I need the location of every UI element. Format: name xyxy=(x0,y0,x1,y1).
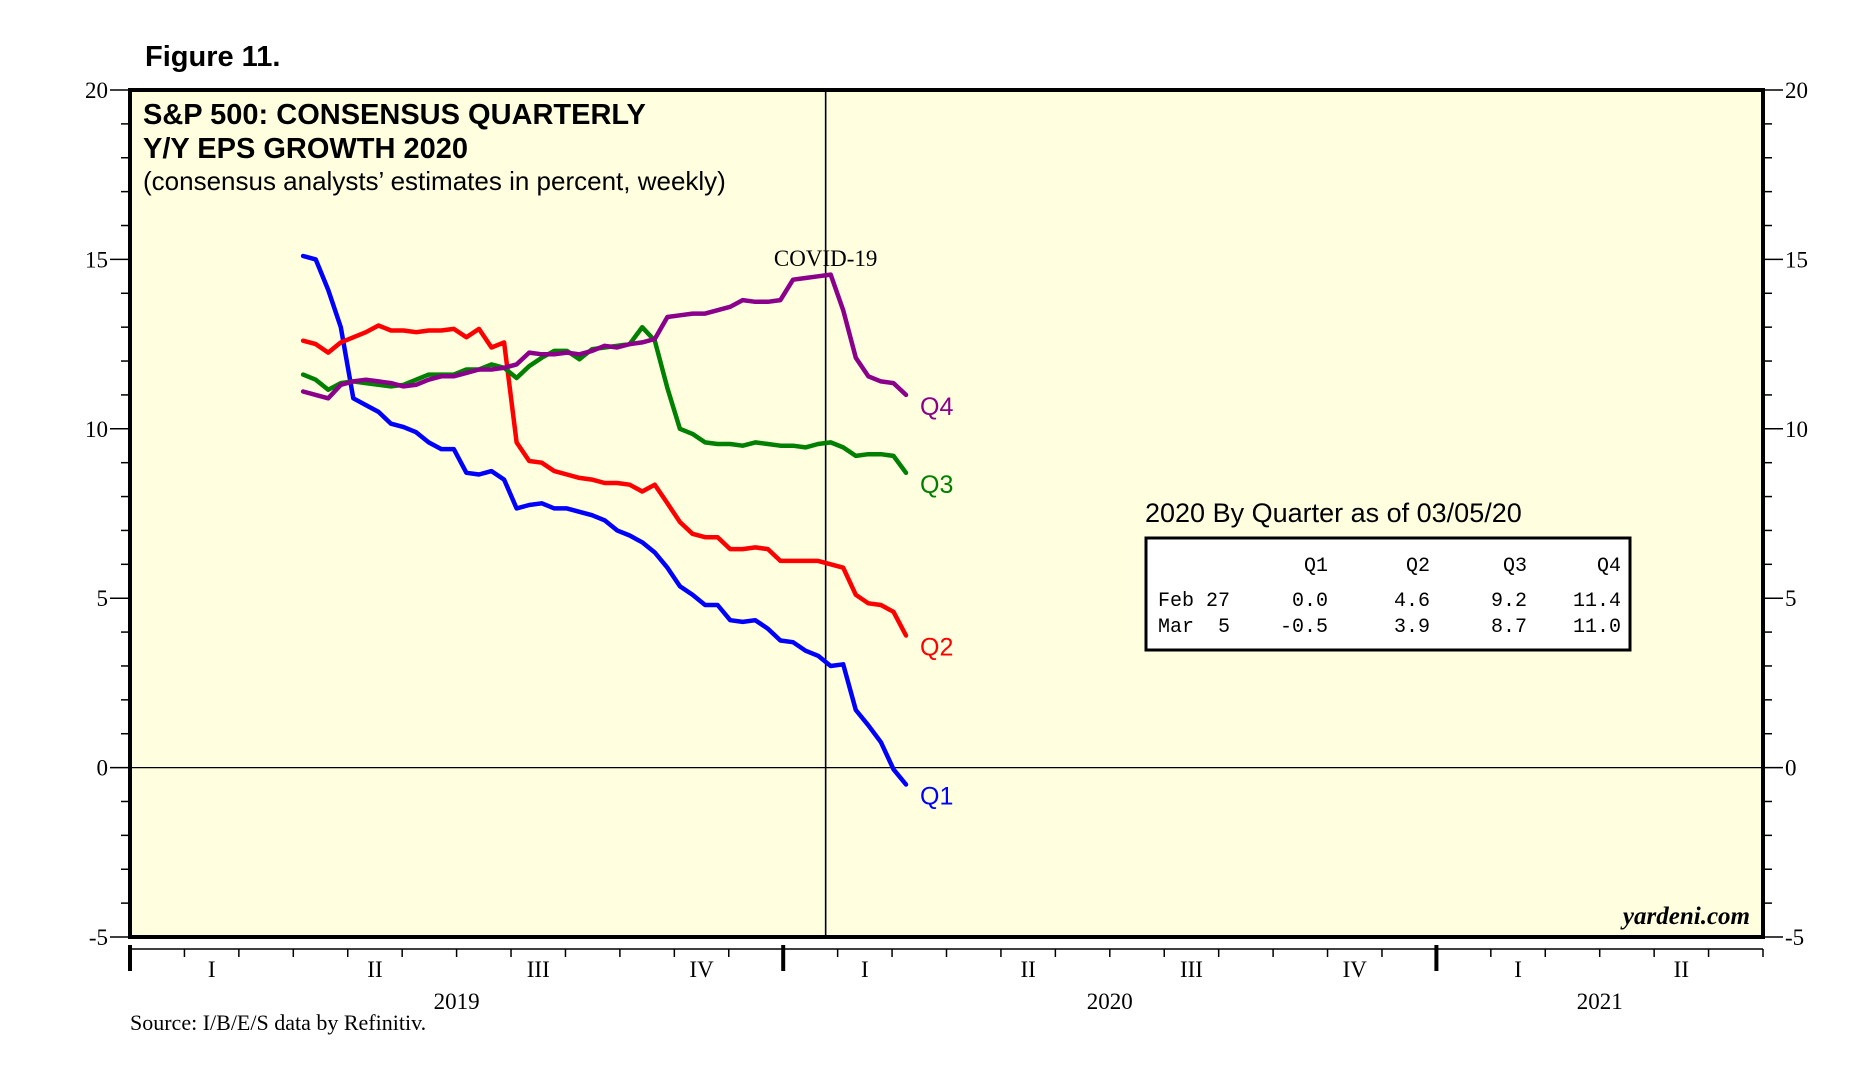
reference-line-label: COVID-19 xyxy=(774,246,878,271)
x-quarter-label: I xyxy=(1514,957,1522,982)
y-tick-label-left: 5 xyxy=(97,586,109,611)
y-tick-label-right: -5 xyxy=(1785,925,1804,950)
series-line-q4 xyxy=(300,272,909,401)
x-quarter-label: III xyxy=(527,957,550,982)
table-cell: 4.6 xyxy=(1394,590,1430,613)
chart-title-line2: Y/Y EPS GROWTH 2020 xyxy=(143,133,468,165)
x-quarter-label: II xyxy=(1020,957,1035,982)
y-tick-label-right: 15 xyxy=(1785,247,1808,272)
plot-area xyxy=(130,90,1763,937)
x-quarter-label: II xyxy=(1674,957,1689,982)
table-box xyxy=(1144,536,1632,652)
left-axis: -5 0 5 10 15 20 xyxy=(85,78,130,950)
y-tick-label-left: 0 xyxy=(97,756,109,781)
series-label-q4: Q4 xyxy=(920,393,953,421)
table-header-cell: Q3 xyxy=(1503,555,1527,578)
x-quarter-label: IV xyxy=(1343,957,1368,982)
x-quarter-label: II xyxy=(367,957,382,982)
reference-lines xyxy=(130,90,1763,937)
y-tick-label-left: 10 xyxy=(85,417,108,442)
x-year-label: 2021 xyxy=(1577,989,1623,1014)
x-quarter-label: I xyxy=(208,957,216,982)
y-tick-label-left: -5 xyxy=(89,925,108,950)
x-year-label: 2020 xyxy=(1087,989,1133,1014)
table-cell: 9.2 xyxy=(1491,590,1527,613)
series-line-q2 xyxy=(300,323,909,638)
x-quarter-label: III xyxy=(1180,957,1203,982)
table-header-cell: Q4 xyxy=(1597,555,1621,578)
right-axis: -5 0 5 10 15 20 xyxy=(1763,78,1808,950)
y-tick-label-left: 20 xyxy=(85,78,108,103)
table-title: 2020 By Quarter as of 03/05/20 xyxy=(1145,498,1522,528)
table-cell: -0.5 xyxy=(1280,616,1328,639)
chart-title: S&P 500: CONSENSUS QUARTERLY xyxy=(143,99,646,131)
series-label-q1: Q1 xyxy=(920,783,953,811)
y-tick-label-left: 15 xyxy=(85,247,108,272)
table-cell: 0.0 xyxy=(1292,590,1328,613)
series-line-q1 xyxy=(300,253,909,787)
y-tick-label-right: 0 xyxy=(1785,756,1797,781)
series-label-q2: Q2 xyxy=(920,633,953,661)
x-year-label: 2019 xyxy=(434,989,480,1014)
y-tick-label-right: 10 xyxy=(1785,417,1808,442)
source-note: Source: I/B/E/S data by Refinitiv. xyxy=(130,1010,426,1035)
table-row-label: Feb 27 xyxy=(1158,590,1230,613)
table-cell: 11.4 xyxy=(1573,590,1621,613)
table-cell: 3.9 xyxy=(1394,616,1430,639)
watermark: yardeni.com xyxy=(1620,903,1750,930)
x-quarter-label: IV xyxy=(689,957,714,982)
y-tick-label-right: 5 xyxy=(1785,586,1797,611)
table-header-cell: Q1 xyxy=(1304,555,1328,578)
table-row-label: Mar 5 xyxy=(1158,616,1230,639)
figure-label: Figure 11. xyxy=(145,41,280,73)
series-layer: Q1 Q2 Q3 Q4 xyxy=(300,253,953,811)
chart-subtitle: (consensus analysts’ estimates in percen… xyxy=(143,166,726,196)
table-cell: 11.0 xyxy=(1573,616,1621,639)
y-tick-label-right: 20 xyxy=(1785,78,1808,103)
plot-frame xyxy=(128,88,1765,939)
x-quarter-label: I xyxy=(861,957,869,982)
quarter-table: 2020 By Quarter as of 03/05/20 Q1 Q2 Q3 Q4 F… xyxy=(1144,498,1632,652)
series-label-q3: Q3 xyxy=(920,471,953,499)
table-header-cell: Q2 xyxy=(1406,555,1430,578)
table-cell: 8.7 xyxy=(1491,616,1527,639)
